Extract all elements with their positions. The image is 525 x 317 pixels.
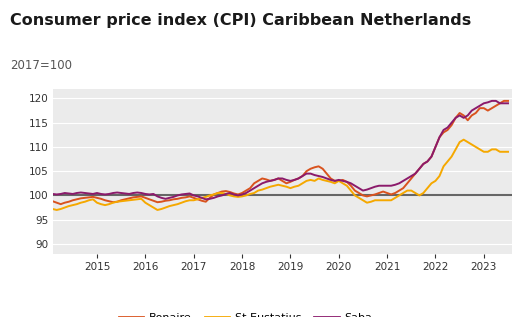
Text: Consumer price index (CPI) Caribbean Netherlands: Consumer price index (CPI) Caribbean Net… bbox=[10, 13, 472, 28]
Legend: Bonaire, St Eustatius, Saba: Bonaire, St Eustatius, Saba bbox=[114, 309, 377, 317]
Text: 2017=100: 2017=100 bbox=[10, 59, 72, 72]
